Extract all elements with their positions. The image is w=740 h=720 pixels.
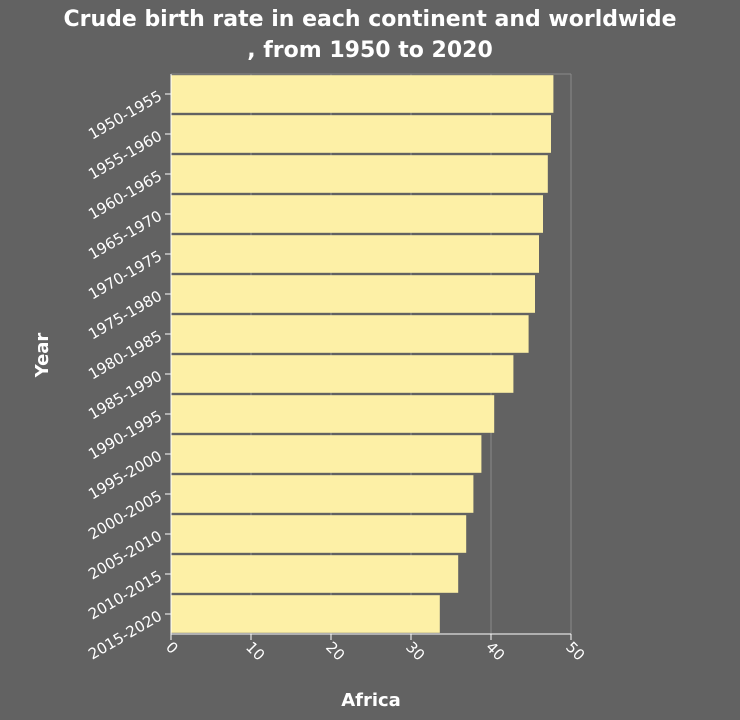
x-tick-label: 0 xyxy=(162,638,181,657)
bar-1965-1970 xyxy=(171,195,543,233)
chart-title-line-2: , from 1950 to 2020 xyxy=(247,38,493,63)
y-axis-title: Year xyxy=(32,333,53,379)
bar-1960-1965 xyxy=(171,155,548,193)
bar-2000-2005 xyxy=(171,475,474,513)
bar-1955-1960 xyxy=(171,115,551,153)
bar-2010-2015 xyxy=(171,555,459,593)
bar-1975-1980 xyxy=(171,275,535,313)
x-tick-label: 20 xyxy=(322,638,348,664)
chart-title-line-1: Crude birth rate in each continent and w… xyxy=(63,7,677,32)
chart-title: Crude birth rate in each continent and w… xyxy=(0,4,740,66)
x-axis-title: Africa xyxy=(341,690,401,711)
x-tick-label: 50 xyxy=(562,638,588,664)
x-tick-label: 30 xyxy=(402,638,428,664)
bars xyxy=(171,75,554,633)
bar-2015-2020 xyxy=(171,595,440,633)
bar-2005-2010 xyxy=(171,515,467,553)
x-tick-label: 10 xyxy=(242,638,268,664)
bar-1990-1995 xyxy=(171,395,495,433)
bar-1995-2000 xyxy=(171,435,482,473)
bar-1985-1990 xyxy=(171,355,514,393)
bar-1950-1955 xyxy=(171,75,554,113)
bar-1970-1975 xyxy=(171,235,539,273)
x-tick-label: 40 xyxy=(482,638,508,664)
bar-1980-1985 xyxy=(171,315,529,353)
